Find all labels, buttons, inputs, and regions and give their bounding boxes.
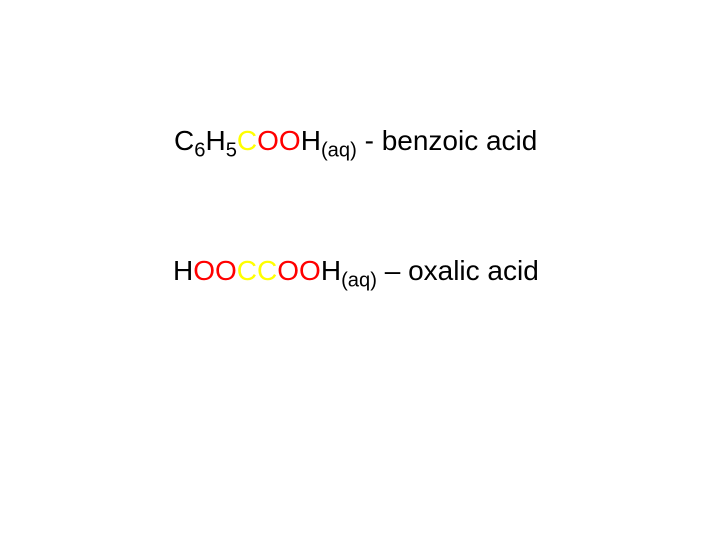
oxalic-acid-line: HOOCCOOH(aq) – oxalic acid	[173, 255, 539, 287]
benzoic-name: benzoic acid	[382, 125, 538, 156]
benzoic-h: H	[205, 125, 225, 156]
oxalic-o3: O	[277, 255, 299, 286]
benzoic-cooh-o1: O	[257, 125, 279, 156]
oxalic-h1: H	[173, 255, 193, 286]
benzoic-dash: -	[357, 125, 382, 156]
oxalic-c1: C	[237, 255, 257, 286]
oxalic-aq: (aq)	[341, 270, 377, 292]
benzoic-cooh-o2: O	[279, 125, 301, 156]
oxalic-h2: H	[321, 255, 341, 286]
oxalic-dash: –	[377, 255, 408, 286]
benzoic-acid-line: C6H5COOH(aq) - benzoic acid	[174, 125, 537, 157]
benzoic-sub5: 5	[226, 140, 237, 162]
benzoic-cooh-c: C	[237, 125, 257, 156]
benzoic-aq: (aq)	[321, 140, 357, 162]
oxalic-o2: O	[215, 255, 237, 286]
oxalic-name: oxalic acid	[408, 255, 539, 286]
benzoic-c: C	[174, 125, 194, 156]
oxalic-o4: O	[299, 255, 321, 286]
oxalic-c2: C	[257, 255, 277, 286]
benzoic-sub6: 6	[194, 140, 205, 162]
benzoic-cooh-h: H	[301, 125, 321, 156]
oxalic-o1: O	[193, 255, 215, 286]
slide-canvas: C6H5COOH(aq) - benzoic acid HOOCCOOH(aq)…	[0, 0, 720, 540]
